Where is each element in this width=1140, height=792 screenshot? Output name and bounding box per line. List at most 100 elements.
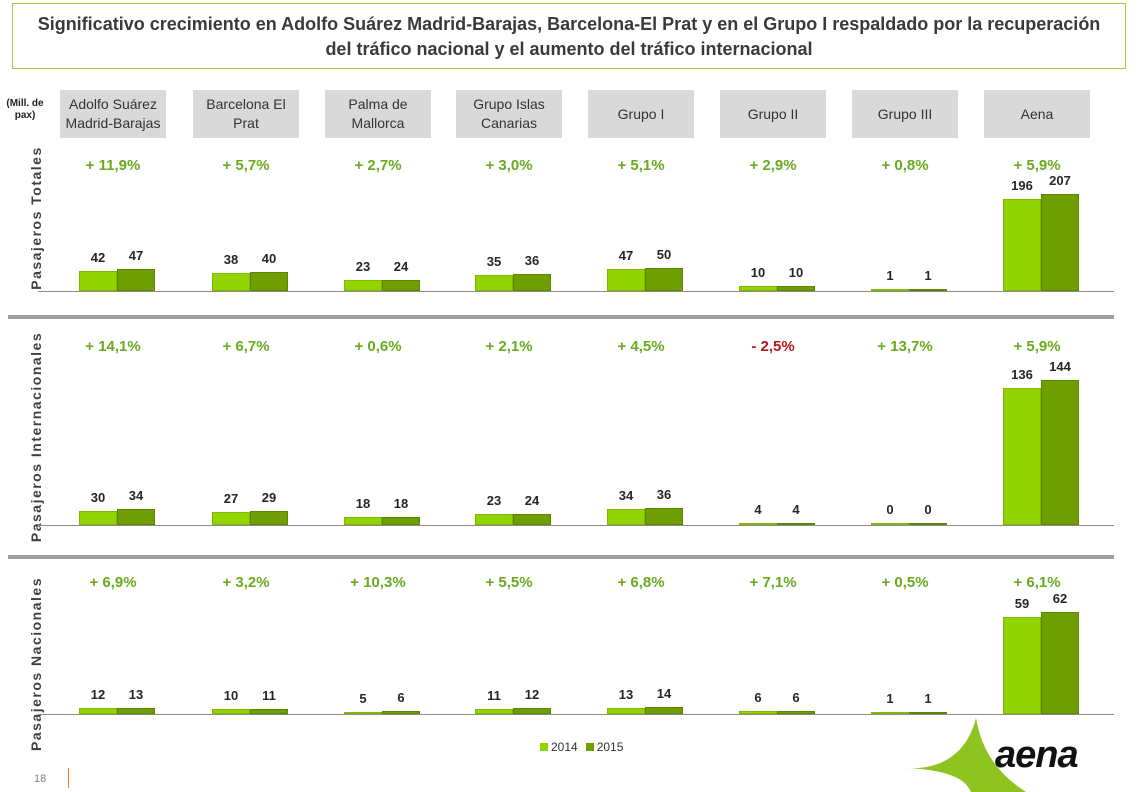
category-header: Grupo III xyxy=(852,90,958,138)
bar-2015 xyxy=(777,523,815,525)
bar-2015 xyxy=(1041,611,1079,714)
data-label: 34 xyxy=(128,488,144,504)
bar-2014 xyxy=(212,273,250,291)
data-label: 6 xyxy=(754,690,762,706)
bar-2014 xyxy=(212,709,250,714)
growth-label: + 5,9% xyxy=(1013,338,1061,355)
category-header: Grupo II xyxy=(720,90,826,138)
growth-label: + 14,1% xyxy=(85,338,141,355)
data-label: 36 xyxy=(524,253,540,269)
bar-2015 xyxy=(513,513,551,525)
legend-swatch-2014 xyxy=(540,743,548,751)
category-header: Barcelona El Prat xyxy=(193,90,299,138)
bar-2014 xyxy=(739,286,777,291)
data-label: 11 xyxy=(262,687,276,703)
bar-2015 xyxy=(909,712,947,714)
aena-logo-icon xyxy=(906,718,1026,792)
bar-2014 xyxy=(607,707,645,714)
bar-2015 xyxy=(250,708,288,714)
data-label: 4 xyxy=(792,502,800,517)
bar-2014 xyxy=(79,510,117,525)
growth-label: + 6,7% xyxy=(222,338,270,355)
legend-label-2015: 2015 xyxy=(596,740,624,754)
bar-2014 xyxy=(871,289,909,291)
bar-2014 xyxy=(871,523,909,525)
data-label: 47 xyxy=(128,247,144,263)
bar-2014 xyxy=(79,271,117,291)
data-label: 38 xyxy=(223,252,239,268)
bar-2014 xyxy=(871,712,909,714)
data-label: 18 xyxy=(393,495,409,511)
growth-label: + 5,1% xyxy=(617,157,665,174)
data-label: 24 xyxy=(393,258,409,274)
bar-2015 xyxy=(382,711,420,714)
bar-2015 xyxy=(645,508,683,525)
data-label: 1 xyxy=(924,691,932,706)
panel-label: Pasajeros Nacionales xyxy=(28,577,44,751)
data-label: 18 xyxy=(355,495,371,511)
bar-2015 xyxy=(645,707,683,714)
bar-2015 xyxy=(777,711,815,714)
growth-label: + 13,7% xyxy=(877,338,933,355)
data-label: 24 xyxy=(524,492,540,508)
data-label: 35 xyxy=(486,253,502,269)
panel-label: Pasajeros Totales xyxy=(28,146,44,290)
bar-2014 xyxy=(1003,616,1041,714)
data-label: 144 xyxy=(1049,358,1071,374)
data-label: 23 xyxy=(355,259,371,275)
data-label: 4 xyxy=(754,502,762,517)
legend-item-2015: 2015 xyxy=(585,740,624,754)
category-header: Grupo I xyxy=(588,90,694,138)
panel-separator xyxy=(8,315,1114,319)
bar-2014 xyxy=(344,516,382,525)
legend-item-2014: 2014 xyxy=(540,740,578,754)
bar-2014 xyxy=(212,512,250,525)
bar-2014 xyxy=(607,509,645,525)
bar-2015 xyxy=(513,708,551,714)
x-axis-line xyxy=(38,525,1114,526)
growth-label: + 3,2% xyxy=(222,574,270,591)
bar-2015 xyxy=(909,289,947,291)
bar-2014 xyxy=(475,708,513,714)
category-header: Aena xyxy=(984,90,1090,138)
data-label: 207 xyxy=(1049,172,1071,188)
title-box: Significativo crecimiento en Adolfo Suár… xyxy=(12,3,1126,69)
bar-2014 xyxy=(344,711,382,714)
bar-2015 xyxy=(117,707,155,714)
data-label: 27 xyxy=(223,491,239,507)
growth-label: + 0,6% xyxy=(354,338,402,355)
bar-2015 xyxy=(250,272,288,291)
x-axis-line xyxy=(38,714,1114,715)
legend-swatch-2015 xyxy=(585,743,594,751)
aena-logo-text: aena xyxy=(995,734,1079,776)
category-header: Adolfo Suárez Madrid-Barajas xyxy=(60,90,166,138)
bar-2014 xyxy=(475,514,513,525)
growth-label: + 3,0% xyxy=(485,157,533,174)
unit-label: (Mill. de pax) xyxy=(6,98,44,121)
bar-2015 xyxy=(117,509,155,525)
bar-2015 xyxy=(382,516,420,525)
data-label: 6 xyxy=(792,690,800,706)
data-label: 42 xyxy=(90,250,106,266)
data-label: 14 xyxy=(656,686,672,702)
data-label: 6 xyxy=(397,690,405,706)
bar-2015 xyxy=(250,511,288,525)
category-header: Palma de Mallorca xyxy=(325,90,431,138)
data-label: 136 xyxy=(1011,366,1033,382)
page-divider xyxy=(68,768,69,788)
data-label: 13 xyxy=(618,686,634,702)
page-number: 18 xyxy=(34,773,47,785)
growth-label: - 2,5% xyxy=(751,338,795,355)
data-label: 29 xyxy=(261,490,277,506)
legend: 2014 2015 xyxy=(540,740,631,754)
growth-label: + 6,9% xyxy=(89,574,137,591)
data-label: 47 xyxy=(618,247,634,263)
legend-label-2014: 2014 xyxy=(551,740,578,754)
bar-2015 xyxy=(909,523,947,525)
bar-2014 xyxy=(739,523,777,525)
data-label: 5 xyxy=(359,690,367,706)
data-label: 36 xyxy=(656,487,672,503)
bar-2015 xyxy=(777,286,815,291)
growth-label: + 2,1% xyxy=(485,338,533,355)
data-label: 12 xyxy=(90,687,106,703)
